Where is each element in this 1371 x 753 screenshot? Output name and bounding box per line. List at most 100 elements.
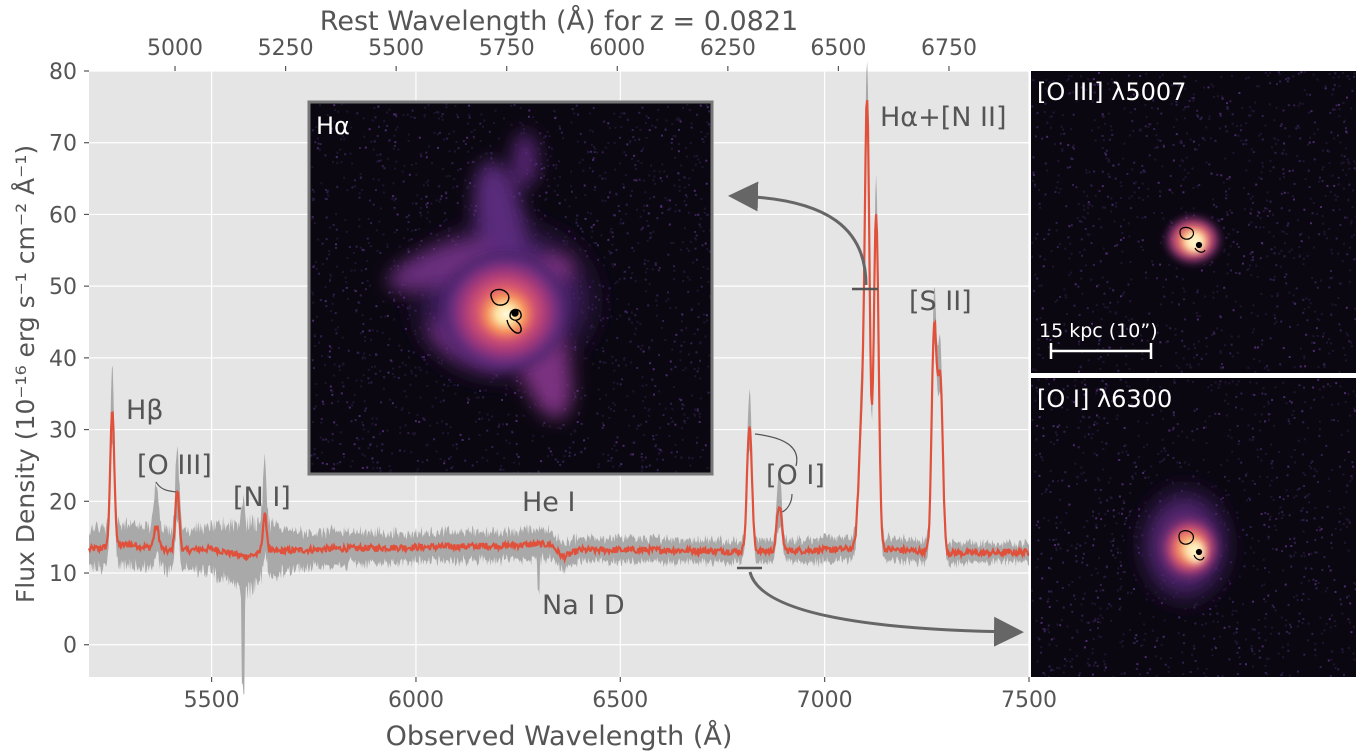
noise-pixel	[1245, 533, 1248, 536]
noise-pixel	[1203, 263, 1206, 266]
noise-pixel	[639, 129, 642, 131]
noise-pixel	[1213, 270, 1216, 273]
noise-pixel	[1046, 332, 1049, 335]
noise-pixel	[1252, 665, 1254, 668]
noise-pixel	[686, 417, 689, 419]
noise-pixel	[682, 369, 685, 372]
noise-pixel	[1144, 103, 1147, 106]
noise-pixel	[1245, 638, 1248, 641]
noise-pixel	[551, 147, 553, 150]
noise-pixel	[1261, 162, 1264, 164]
noise-pixel	[397, 265, 400, 268]
noise-pixel	[651, 339, 653, 342]
noise-pixel	[1281, 511, 1284, 513]
noise-pixel	[1244, 77, 1247, 80]
noise-pixel	[610, 251, 613, 254]
noise-pixel	[1196, 315, 1199, 317]
noise-pixel	[1068, 75, 1071, 78]
noise-pixel	[1240, 408, 1243, 411]
noise-pixel	[682, 404, 685, 407]
noise-pixel	[1115, 372, 1117, 373]
noise-pixel	[416, 414, 419, 417]
noise-pixel	[1240, 124, 1242, 127]
noise-pixel	[1064, 294, 1067, 297]
noise-pixel	[557, 460, 559, 463]
noise-pixel	[1095, 414, 1098, 417]
noise-pixel	[388, 108, 391, 111]
noise-pixel	[1328, 73, 1331, 76]
noise-pixel	[563, 455, 566, 458]
noise-pixel	[1202, 458, 1205, 461]
noise-pixel	[1093, 83, 1096, 86]
noise-pixel	[624, 310, 627, 313]
noise-pixel	[644, 191, 647, 194]
noise-pixel	[311, 188, 314, 191]
noise-pixel	[1251, 393, 1254, 396]
noise-pixel	[1345, 75, 1348, 78]
noise-pixel	[574, 430, 577, 433]
noise-pixel	[1232, 241, 1235, 243]
noise-pixel	[1219, 352, 1222, 355]
noise-pixel	[683, 199, 686, 202]
noise-pixel	[1123, 142, 1126, 145]
noise-pixel	[644, 407, 646, 409]
noise-pixel	[1175, 100, 1178, 103]
noise-pixel	[335, 228, 338, 231]
noise-pixel	[472, 135, 475, 138]
noise-pixel	[1345, 130, 1348, 133]
noise-pixel	[1280, 320, 1283, 323]
noise-pixel	[1221, 675, 1224, 677]
noise-pixel	[1054, 143, 1056, 146]
noise-pixel	[1248, 438, 1251, 441]
noise-pixel	[1105, 153, 1107, 156]
noise-pixel	[573, 453, 576, 456]
noise-pixel	[1280, 123, 1283, 126]
noise-pixel	[1104, 666, 1107, 669]
noise-pixel	[1048, 631, 1051, 634]
noise-pixel	[693, 413, 696, 416]
noise-pixel	[1080, 472, 1083, 475]
noise-pixel	[1036, 424, 1039, 427]
noise-pixel	[644, 278, 647, 281]
noise-pixel	[589, 150, 592, 153]
noise-pixel	[619, 222, 622, 225]
noise-pixel	[601, 414, 604, 417]
noise-pixel	[1339, 224, 1342, 226]
noise-pixel	[471, 160, 474, 163]
noise-pixel	[1355, 119, 1356, 122]
noise-pixel	[1320, 279, 1322, 282]
noise-pixel	[1209, 137, 1212, 140]
noise-pixel	[1091, 652, 1094, 655]
noise-pixel	[696, 328, 699, 331]
noise-pixel	[1316, 128, 1319, 131]
noise-pixel	[439, 131, 441, 134]
noise-pixel	[1061, 150, 1064, 153]
noise-pixel	[1280, 249, 1283, 252]
noise-pixel	[1288, 674, 1291, 677]
noise-pixel	[1088, 329, 1090, 332]
noise-pixel	[1117, 551, 1119, 554]
noise-pixel	[1145, 116, 1148, 119]
noise-pixel	[1183, 290, 1186, 293]
noise-pixel	[635, 179, 638, 182]
noise-pixel	[367, 430, 370, 433]
noise-pixel	[1036, 520, 1039, 523]
noise-pixel	[428, 145, 431, 148]
noise-pixel	[690, 240, 692, 243]
noise-pixel	[372, 461, 375, 464]
noise-pixel	[1101, 616, 1104, 619]
noise-pixel	[1037, 347, 1040, 350]
noise-pixel	[641, 400, 644, 403]
noise-pixel	[387, 344, 390, 346]
noise-pixel	[1101, 380, 1104, 382]
noise-pixel	[1090, 242, 1093, 245]
noise-pixel	[1278, 451, 1280, 454]
noise-pixel	[452, 130, 455, 133]
noise-pixel	[1088, 664, 1091, 667]
noise-pixel	[1198, 315, 1201, 318]
noise-pixel	[1141, 239, 1144, 242]
noise-pixel	[1069, 648, 1072, 651]
noise-pixel	[349, 152, 352, 155]
noise-pixel	[1180, 142, 1183, 145]
noise-pixel	[367, 377, 370, 380]
